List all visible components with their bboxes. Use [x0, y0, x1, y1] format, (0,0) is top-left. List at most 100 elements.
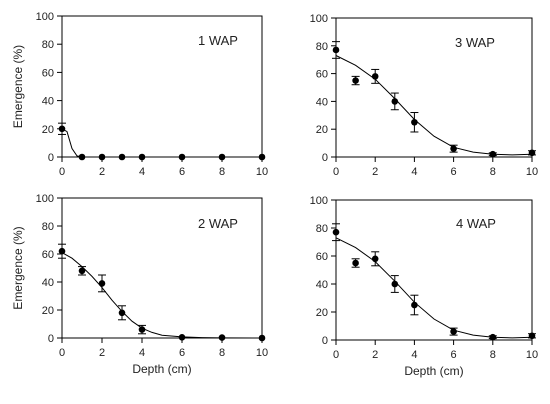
data-point — [218, 334, 226, 341]
data-point — [78, 267, 86, 275]
panel-label: 4 WAP — [456, 216, 496, 231]
data-point — [391, 280, 399, 288]
y-tick-label: 100 — [36, 11, 54, 23]
y-axis-title: Emergence (%) — [11, 45, 25, 128]
x-axis-title: Depth (cm) — [404, 364, 463, 378]
y-tick-label: 20 — [42, 305, 54, 317]
y-tick-label: 40 — [316, 279, 328, 291]
data-point — [138, 153, 146, 161]
data-point — [489, 333, 497, 341]
y-tick-label: 100 — [310, 13, 328, 25]
y-tick-label: 20 — [316, 307, 328, 319]
x-tick-label: 2 — [372, 166, 378, 178]
fitted-curve — [61, 128, 262, 158]
y-tick-label: 80 — [316, 41, 328, 53]
x-tick-label: 8 — [490, 166, 496, 178]
x-tick-label: 8 — [219, 166, 225, 178]
y-tick-label: 100 — [36, 193, 54, 205]
x-tick-label: 8 — [219, 347, 225, 359]
panel-2: 0 20 40 60 80 100 0 2 4 6 8 10 3 WAP — [310, 13, 538, 178]
y-tick-label: 0 — [48, 152, 54, 164]
y-tick-label: 20 — [42, 124, 54, 136]
data-point — [98, 153, 106, 161]
x-tick-label: 10 — [526, 166, 538, 178]
y-axis-title: Emergence (%) — [11, 226, 25, 309]
data-point — [371, 73, 379, 80]
y-tick-label: 100 — [310, 195, 328, 207]
fitted-curve — [61, 252, 263, 339]
panel-label: 2 WAP — [198, 216, 238, 231]
x-tick-label: 10 — [256, 166, 268, 178]
x-tick-label: 0 — [59, 166, 65, 178]
x-tick-label: 4 — [139, 347, 145, 359]
data-point — [118, 309, 126, 317]
panel-label: 3 WAP — [455, 35, 495, 50]
data-point — [489, 150, 497, 158]
data-point — [391, 98, 399, 105]
data-point — [411, 301, 418, 309]
y-tick-label: 80 — [316, 223, 328, 235]
data-point — [371, 255, 379, 263]
data-point — [450, 145, 457, 152]
y-tick-label: 80 — [42, 221, 54, 233]
x-tick-label: 4 — [411, 349, 417, 361]
data-point — [332, 228, 340, 236]
data-point — [178, 334, 186, 341]
fitted-curve — [335, 237, 533, 339]
x-tick-label: 0 — [333, 349, 339, 361]
y-tick-label: 60 — [42, 249, 54, 261]
data-point — [178, 153, 186, 161]
data-point — [528, 332, 536, 340]
y-tick-label: 60 — [316, 69, 328, 81]
y-tick-label: 0 — [48, 333, 54, 345]
data-point — [258, 334, 266, 342]
y-tick-label: 0 — [322, 152, 328, 164]
y-tick-label: 40 — [42, 96, 54, 108]
x-tick-label: 0 — [333, 166, 339, 178]
data-point — [58, 247, 66, 255]
y-tick-label: 80 — [42, 39, 54, 51]
x-tick-label: 6 — [179, 166, 185, 178]
panel-4: 0 20 40 60 80 100 0 2 4 6 8 10 4 WAP Depth (cm) — [310, 195, 538, 378]
panel-3: 0 20 40 60 80 100 0 2 4 6 8 10 2 WAP Emergence (%) Dep… — [11, 193, 268, 376]
x-tick-label: 0 — [59, 347, 65, 359]
data-point — [352, 77, 359, 84]
panel-label: 1 WAP — [198, 33, 238, 48]
plot-frame — [335, 199, 533, 341]
data-point — [58, 125, 66, 133]
x-tick-label: 10 — [526, 349, 538, 361]
data-point — [352, 259, 359, 267]
panel-1: 0 20 40 60 80 100 0 2 4 6 8 10 1 WAP Emergence (%) — [11, 11, 268, 178]
data-point — [138, 326, 146, 333]
data-point — [118, 153, 126, 161]
data-point — [411, 118, 418, 126]
data-point — [98, 280, 106, 287]
data-point — [450, 328, 457, 335]
x-tick-label: 4 — [139, 166, 145, 178]
fitted-curve — [335, 55, 533, 156]
x-tick-label: 2 — [99, 166, 105, 178]
y-tick-label: 40 — [42, 277, 54, 289]
data-point — [258, 153, 266, 161]
x-tick-label: 8 — [490, 349, 496, 361]
y-tick-label: 60 — [42, 67, 54, 79]
x-tick-label: 10 — [256, 347, 268, 359]
data-point — [218, 153, 226, 161]
data-point — [528, 149, 536, 157]
x-axis-title: Depth (cm) — [132, 362, 191, 376]
x-tick-label: 6 — [451, 349, 457, 361]
y-tick-label: 40 — [316, 96, 328, 108]
x-tick-label: 6 — [451, 166, 457, 178]
y-tick-label: 20 — [316, 124, 328, 136]
plot-frame — [335, 17, 533, 158]
x-tick-label: 4 — [411, 166, 417, 178]
x-tick-label: 6 — [179, 347, 185, 359]
plot-frame — [61, 197, 263, 339]
y-tick-label: 0 — [322, 335, 328, 347]
data-point — [78, 153, 86, 161]
x-tick-label: 2 — [372, 349, 378, 361]
data-point — [332, 46, 340, 54]
y-tick-label: 60 — [316, 251, 328, 263]
x-tick-label: 2 — [99, 347, 105, 359]
